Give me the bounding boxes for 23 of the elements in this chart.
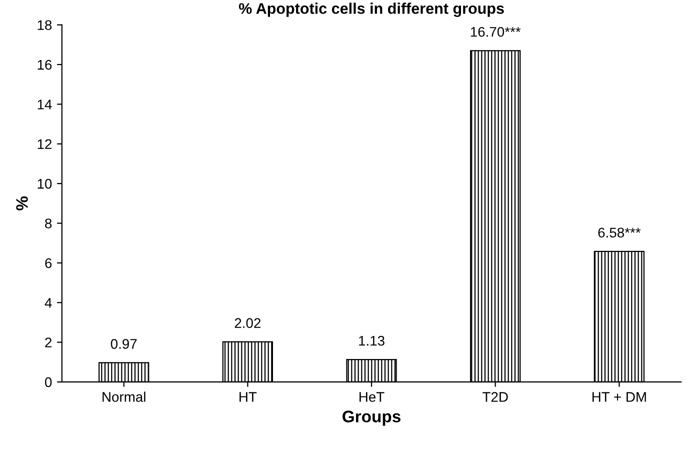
y-tick-label: 10 [38,178,52,189]
y-tick-label: 6 [45,258,52,268]
data-label: 1.13 [359,336,384,346]
y-tick-label: 16 [38,60,52,70]
y-tick-label: 2 [45,338,52,348]
data-label: 0.97 [110,339,137,349]
data-label: 2.02 [234,318,260,328]
x-tick-label: Normal [102,392,146,402]
x-tick-label: HT + DM [592,392,646,402]
chart-title: % Apoptotic cells in different groups [238,2,504,17]
x-axis-title: Groups [342,410,400,426]
y-tick-label: 8 [45,218,52,228]
y-tick-label: 12 [38,139,52,149]
y-axis-title: % [16,196,28,210]
data-label: 16.70*** [470,26,521,37]
x-tick-label: T2D [482,392,508,402]
data-label: 6.58*** [598,228,641,238]
y-tick-label: 0 [45,377,52,388]
y-tick-label: 4 [44,298,52,308]
y-tick-label: 14 [38,100,52,110]
x-tick-label: HeT [360,392,384,402]
x-tick-label: HT [240,392,257,402]
y-tick-label: 18 [38,20,52,30]
